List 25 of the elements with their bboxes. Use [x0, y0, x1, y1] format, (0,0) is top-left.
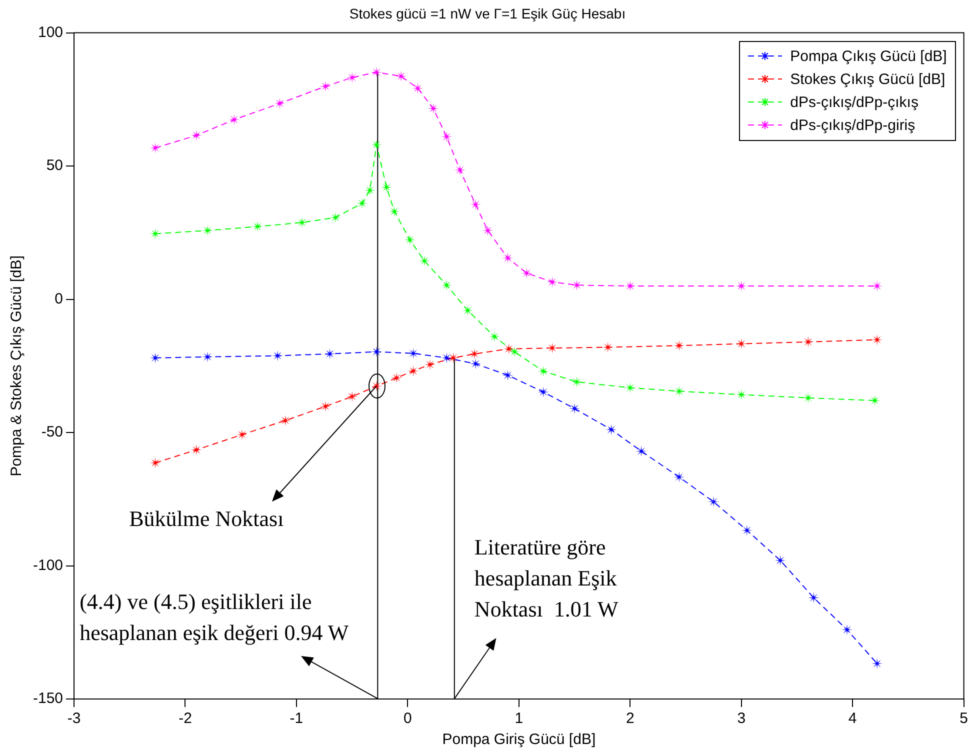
legend-label: Pompa Çıkış Gücü [dB] [790, 48, 947, 65]
legend-label: dPs-çıkış/dPp-giriş [790, 116, 916, 134]
legend-label: dPs-çıkış/dPp-çıkış [790, 94, 918, 111]
x-tick-label: 3 [737, 710, 746, 728]
y-axis-title: Pompa & Stokes Çıkış Gücü [dB] [8, 255, 26, 476]
x-tick-label: 2 [626, 710, 634, 728]
y-tick-label: -50 [41, 424, 64, 441]
x-tick-label: -3 [67, 710, 81, 728]
x-tick-label: -2 [178, 710, 192, 728]
y-tick-label: 50 [46, 157, 64, 174]
y-tick-label: 0 [54, 290, 64, 308]
x-tick-label: 5 [960, 710, 968, 728]
y-tick-label: 100 [38, 24, 64, 41]
x-axis-title: Pompa Giriş Gücü [dB] [442, 731, 596, 748]
x-tick-label: 0 [404, 710, 412, 728]
chart-title: Stokes gücü =1 nW ve Γ=1 Eşik Güç Hesabı [349, 5, 626, 22]
x-tick-label: 4 [848, 710, 857, 728]
legend-label: Stokes Çıkış Gücü [dB] [790, 70, 946, 88]
annotation: (4.4) ve (4.5) eşitlikleri ile hesaplanan eşik değeri 0.94 W [80, 588, 349, 645]
x-tick-label: -1 [290, 710, 304, 728]
y-tick-label: -100 [32, 556, 64, 574]
annotation: Bükülme Noktası [129, 506, 284, 532]
x-tick-label: 1 [514, 710, 524, 728]
annotation: Literatüre göre hesaplanan Eşik Noktası 1.01 W [474, 534, 618, 622]
y-tick-label: -150 [32, 690, 64, 708]
